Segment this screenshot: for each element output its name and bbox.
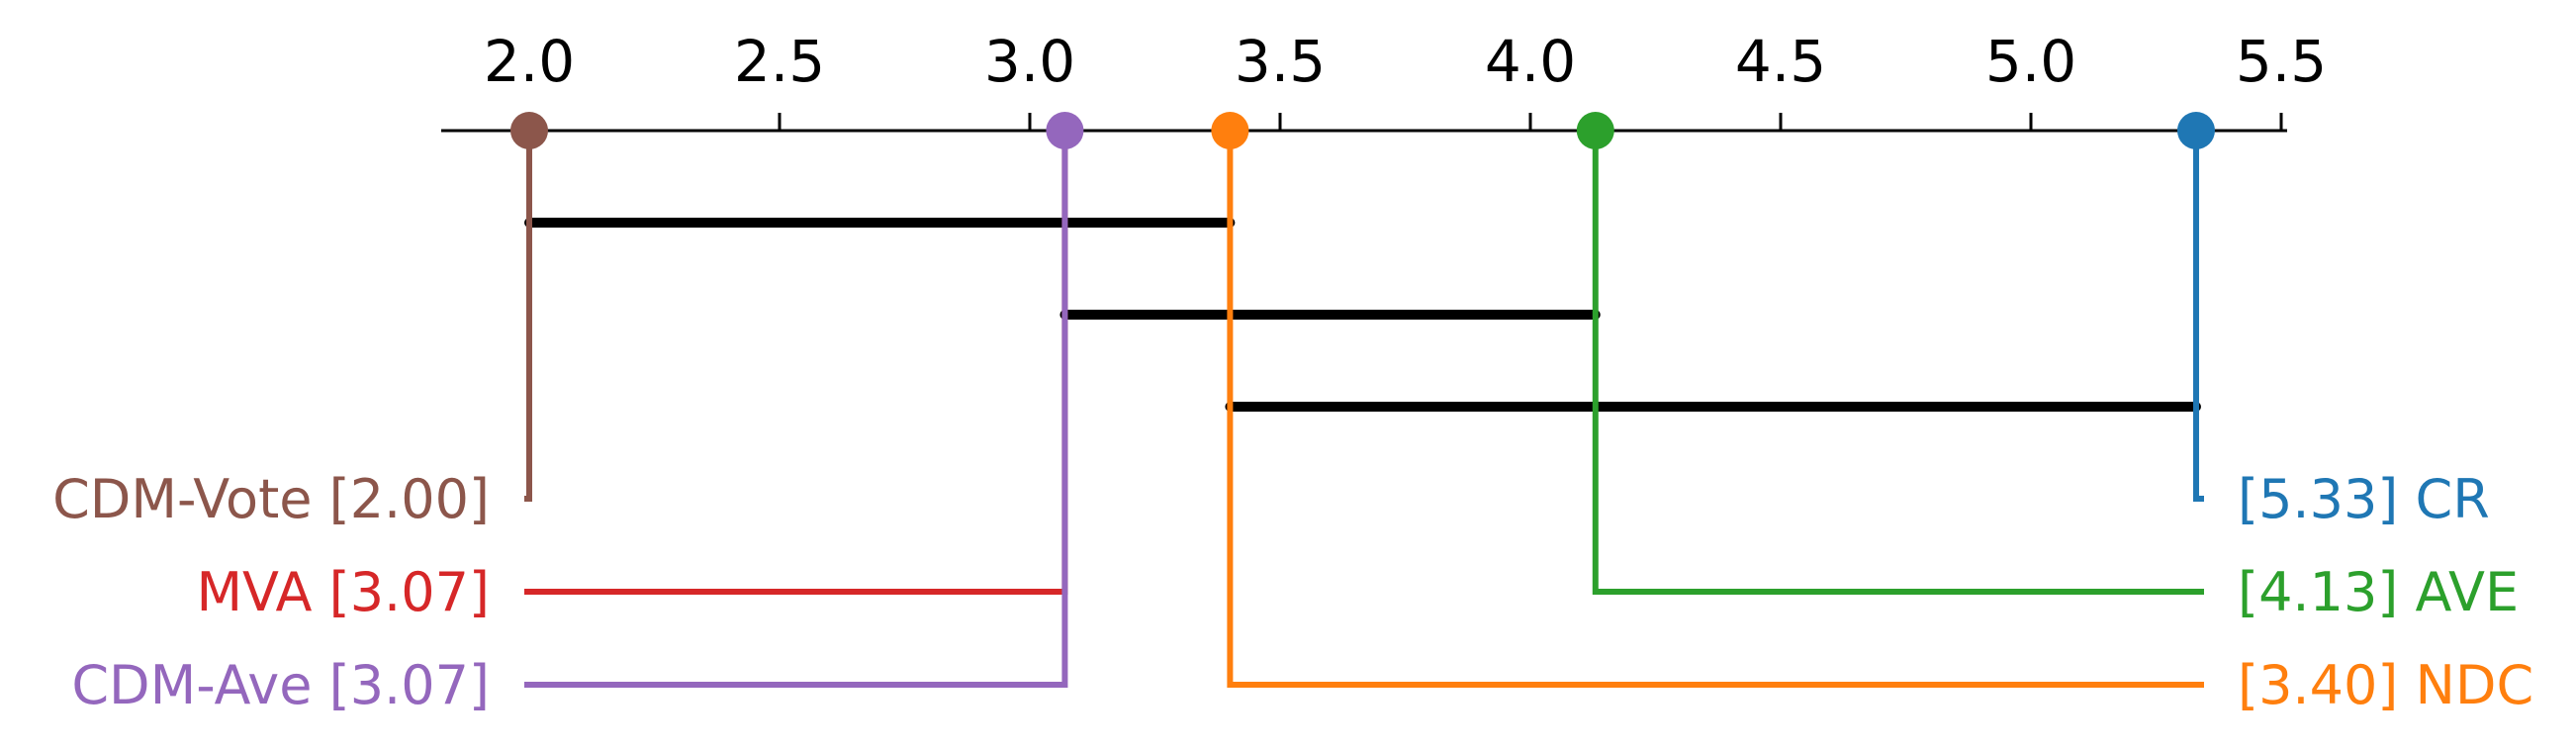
tick-label: 5.0	[1985, 28, 2076, 95]
method-lines	[510, 112, 2215, 688]
rank-marker-cr	[2176, 112, 2215, 149]
method-line-cr	[2192, 131, 2204, 502]
tick-label: 5.5	[2236, 28, 2327, 95]
method-line-cdm-ave	[524, 131, 1068, 688]
tick-label: 3.5	[1235, 28, 1326, 95]
method-line-ndc	[1227, 131, 2204, 688]
method-label-cdm-vote: CDM-Vote [2.00]	[52, 468, 490, 530]
tick-label: 2.5	[734, 28, 825, 95]
rank-marker-cdm-vote	[510, 112, 548, 149]
rank-marker-cdm-ave	[1046, 112, 1084, 149]
method-label-ndc: [3.40] NDC	[2238, 654, 2533, 716]
method-label-mva: MVA [3.07]	[196, 561, 490, 623]
tick-label: 2.0	[484, 28, 575, 95]
method-labels: CDM-Vote [2.00] MVA [3.07] CDM-Ave [3.07] […	[52, 468, 2533, 716]
tick-label: 4.5	[1735, 28, 1826, 95]
method-label-cdm-ave: CDM-Ave [3.07]	[71, 654, 490, 716]
rank-marker-ave	[1576, 112, 1614, 149]
method-line-cdm-vote	[524, 131, 532, 502]
method-label-cr: [5.33] CR	[2238, 468, 2490, 530]
method-line-mva	[524, 131, 1068, 595]
rank-axis: 2.0 2.5 3.0 3.5 4.0 4.5 5.0 5.5	[441, 28, 2327, 133]
clique-bars	[524, 218, 2201, 412]
rank-marker-ndc	[1211, 112, 1249, 149]
tick-label: 4.0	[1485, 28, 1576, 95]
tick-label: 3.0	[984, 28, 1075, 95]
method-label-ave: [4.13] AVE	[2238, 561, 2519, 623]
method-line-ave	[1592, 131, 2204, 595]
